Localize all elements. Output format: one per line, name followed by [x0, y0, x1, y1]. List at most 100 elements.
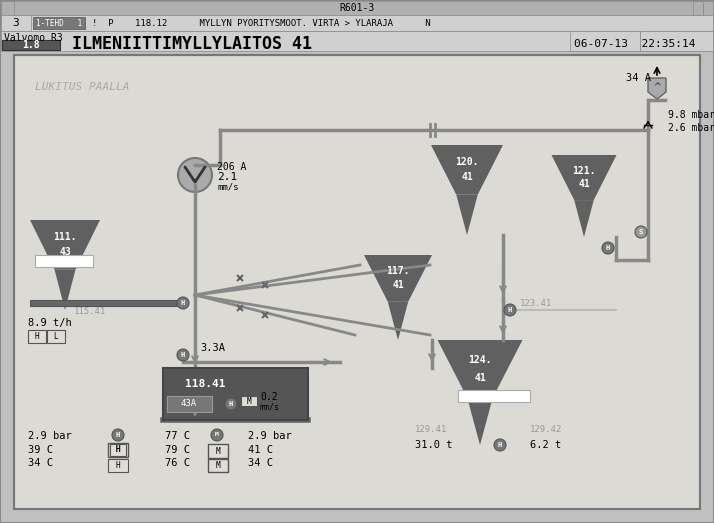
Circle shape [177, 349, 189, 361]
Text: 206 A: 206 A [217, 162, 246, 172]
Text: ⌃: ⌃ [651, 80, 663, 94]
Text: 8.9 t/h: 8.9 t/h [28, 318, 71, 328]
Bar [1, 15, 713, 31]
Text: 06-07-13  22:35:14: 06-07-13 22:35:14 [575, 39, 696, 49]
Text: M: M [216, 447, 221, 456]
Circle shape [178, 158, 212, 192]
Bar [693, 1, 703, 15]
Text: mm/s: mm/s [217, 183, 238, 191]
Text: 34 C: 34 C [28, 458, 53, 468]
Text: 77 C: 77 C [165, 431, 190, 441]
Text: H: H [35, 332, 39, 341]
Text: 1.8: 1.8 [22, 40, 40, 50]
Bar [640, 31, 713, 51]
Text: Valvomo R3: Valvomo R3 [4, 33, 63, 43]
Polygon shape [364, 255, 432, 302]
Text: !  P    118.12      MYLLYN PYORITYSMOOT. VIRTA > YLARAJA      N: ! P 118.12 MYLLYN PYORITYSMOOT. VIRTA > … [92, 18, 431, 28]
Polygon shape [438, 340, 523, 398]
Text: 34 A: 34 A [626, 73, 651, 83]
Bar [1, 31, 713, 51]
Polygon shape [648, 78, 666, 99]
Text: 41: 41 [578, 179, 590, 189]
Text: 41: 41 [474, 372, 486, 382]
Bar [1, 1, 14, 15]
Text: 9.8 mbar: 9.8 mbar [668, 110, 714, 120]
Text: H: H [181, 300, 185, 306]
Bar [14, 55, 700, 509]
Bar [33, 17, 85, 29]
Circle shape [602, 242, 614, 254]
Circle shape [211, 429, 223, 441]
Polygon shape [551, 155, 616, 200]
Text: 76 C: 76 C [165, 458, 190, 468]
Bar [703, 1, 713, 15]
Text: 41: 41 [392, 280, 404, 290]
Bar [108, 459, 128, 472]
Text: mm/s: mm/s [260, 403, 280, 412]
Text: 43A: 43A [181, 400, 197, 408]
Bar [208, 459, 228, 472]
Text: 34 C: 34 C [248, 458, 273, 468]
Text: M: M [215, 433, 219, 438]
Circle shape [225, 398, 237, 410]
Bar [1, 15, 31, 31]
Polygon shape [456, 195, 478, 235]
Text: 3: 3 [13, 18, 19, 28]
Text: 2.9 bar: 2.9 bar [28, 431, 71, 441]
Bar [1, 1, 713, 15]
Text: H: H [229, 401, 233, 407]
Polygon shape [388, 302, 408, 340]
Text: H: H [498, 442, 502, 448]
Bar [167, 396, 212, 412]
Text: 1-TEHD   1: 1-TEHD 1 [36, 18, 82, 28]
Text: 129.42: 129.42 [530, 426, 562, 435]
Bar [163, 368, 308, 420]
Text: 3.3A: 3.3A [200, 343, 225, 353]
Circle shape [494, 439, 506, 451]
Text: ILMENIITTIMYLLYLAITOS 41: ILMENIITTIMYLLYLAITOS 41 [72, 35, 312, 53]
Text: 2.9 bar: 2.9 bar [248, 431, 292, 441]
Text: S: S [639, 229, 643, 235]
Text: LUKITUS PAALLA: LUKITUS PAALLA [35, 82, 129, 92]
Polygon shape [30, 220, 100, 269]
Bar [110, 444, 126, 456]
Polygon shape [54, 269, 76, 310]
Text: 43: 43 [59, 247, 71, 257]
Text: 117.: 117. [386, 266, 410, 276]
Bar [108, 443, 128, 457]
Text: 121.: 121. [572, 166, 595, 176]
Text: H: H [116, 432, 120, 438]
Polygon shape [467, 398, 493, 445]
Text: H: H [116, 461, 121, 470]
Text: 123.41: 123.41 [520, 299, 552, 308]
Circle shape [112, 429, 124, 441]
Text: 113.41: 113.41 [220, 369, 252, 378]
Polygon shape [431, 145, 503, 195]
Text: L: L [54, 332, 59, 341]
Bar [208, 444, 228, 458]
Text: 0.2: 0.2 [260, 392, 278, 402]
Text: 118.41: 118.41 [185, 379, 225, 389]
Text: 31.0 t: 31.0 t [415, 440, 453, 450]
Text: 124.: 124. [468, 355, 492, 365]
Text: 2.6 mbar: 2.6 mbar [668, 123, 714, 133]
Text: 41 C: 41 C [248, 445, 273, 455]
Circle shape [635, 226, 647, 238]
Text: 111.: 111. [54, 232, 76, 242]
Text: H: H [116, 446, 121, 454]
Bar [14, 55, 700, 509]
Bar [35, 255, 93, 267]
Text: 39 C: 39 C [28, 445, 53, 455]
Bar [28, 330, 46, 343]
Text: 2.1: 2.1 [217, 172, 237, 182]
Text: H: H [116, 446, 121, 454]
Text: 129.41: 129.41 [415, 426, 447, 435]
Text: M: M [247, 396, 251, 405]
Text: 6.2 t: 6.2 t [530, 440, 561, 450]
Text: 120.: 120. [456, 157, 479, 167]
Text: H: H [508, 307, 512, 313]
Bar [47, 330, 65, 343]
Bar [2, 40, 60, 50]
Circle shape [177, 297, 189, 309]
Bar [30, 300, 185, 306]
